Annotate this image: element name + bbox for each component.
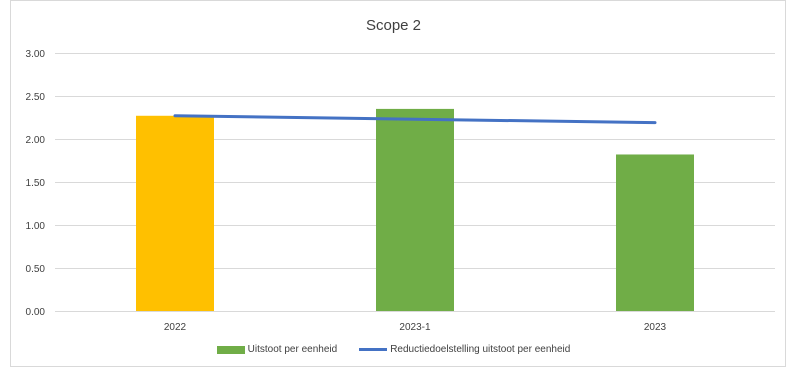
legend-label-line: Reductiedoelstelling uitstoot per eenhei…: [390, 344, 571, 355]
x-tick-label: 2023: [644, 322, 667, 333]
legend-label-bar: Uitstoot per eenheid: [247, 344, 338, 355]
y-tick-label: 0.50: [26, 264, 46, 275]
bar: [376, 108, 454, 312]
bar: [136, 115, 214, 311]
x-tick-label: 2023-1: [399, 322, 431, 333]
y-tick-label: 3.00: [26, 49, 46, 60]
chart-plot-area: 0.00 0.50 1.00 1.50 2.00 2.50 3.00 2022 2023-1 20…: [26, 49, 775, 333]
chart-legend: Uitstoot per eenheid Reductiedoelstellin…: [0, 344, 787, 355]
y-tick-label: 2.00: [26, 135, 46, 146]
y-tick-label: 2.50: [26, 92, 46, 103]
chart-title: Scope 2: [365, 17, 422, 34]
legend-swatch-bar: [216, 345, 245, 354]
x-tick-label: 2022: [164, 322, 187, 333]
bar: [616, 154, 694, 311]
target-line: [173, 114, 657, 125]
legend-swatch-line: [359, 348, 388, 351]
legend-item-line: Reductiedoelstelling uitstoot per eenhei…: [359, 344, 570, 355]
y-tick-label: 1.50: [26, 178, 46, 189]
legend-item-bar: Uitstoot per eenheid: [216, 344, 338, 355]
y-tick-label: 1.00: [26, 221, 46, 232]
y-tick-label: 0.00: [26, 307, 46, 318]
